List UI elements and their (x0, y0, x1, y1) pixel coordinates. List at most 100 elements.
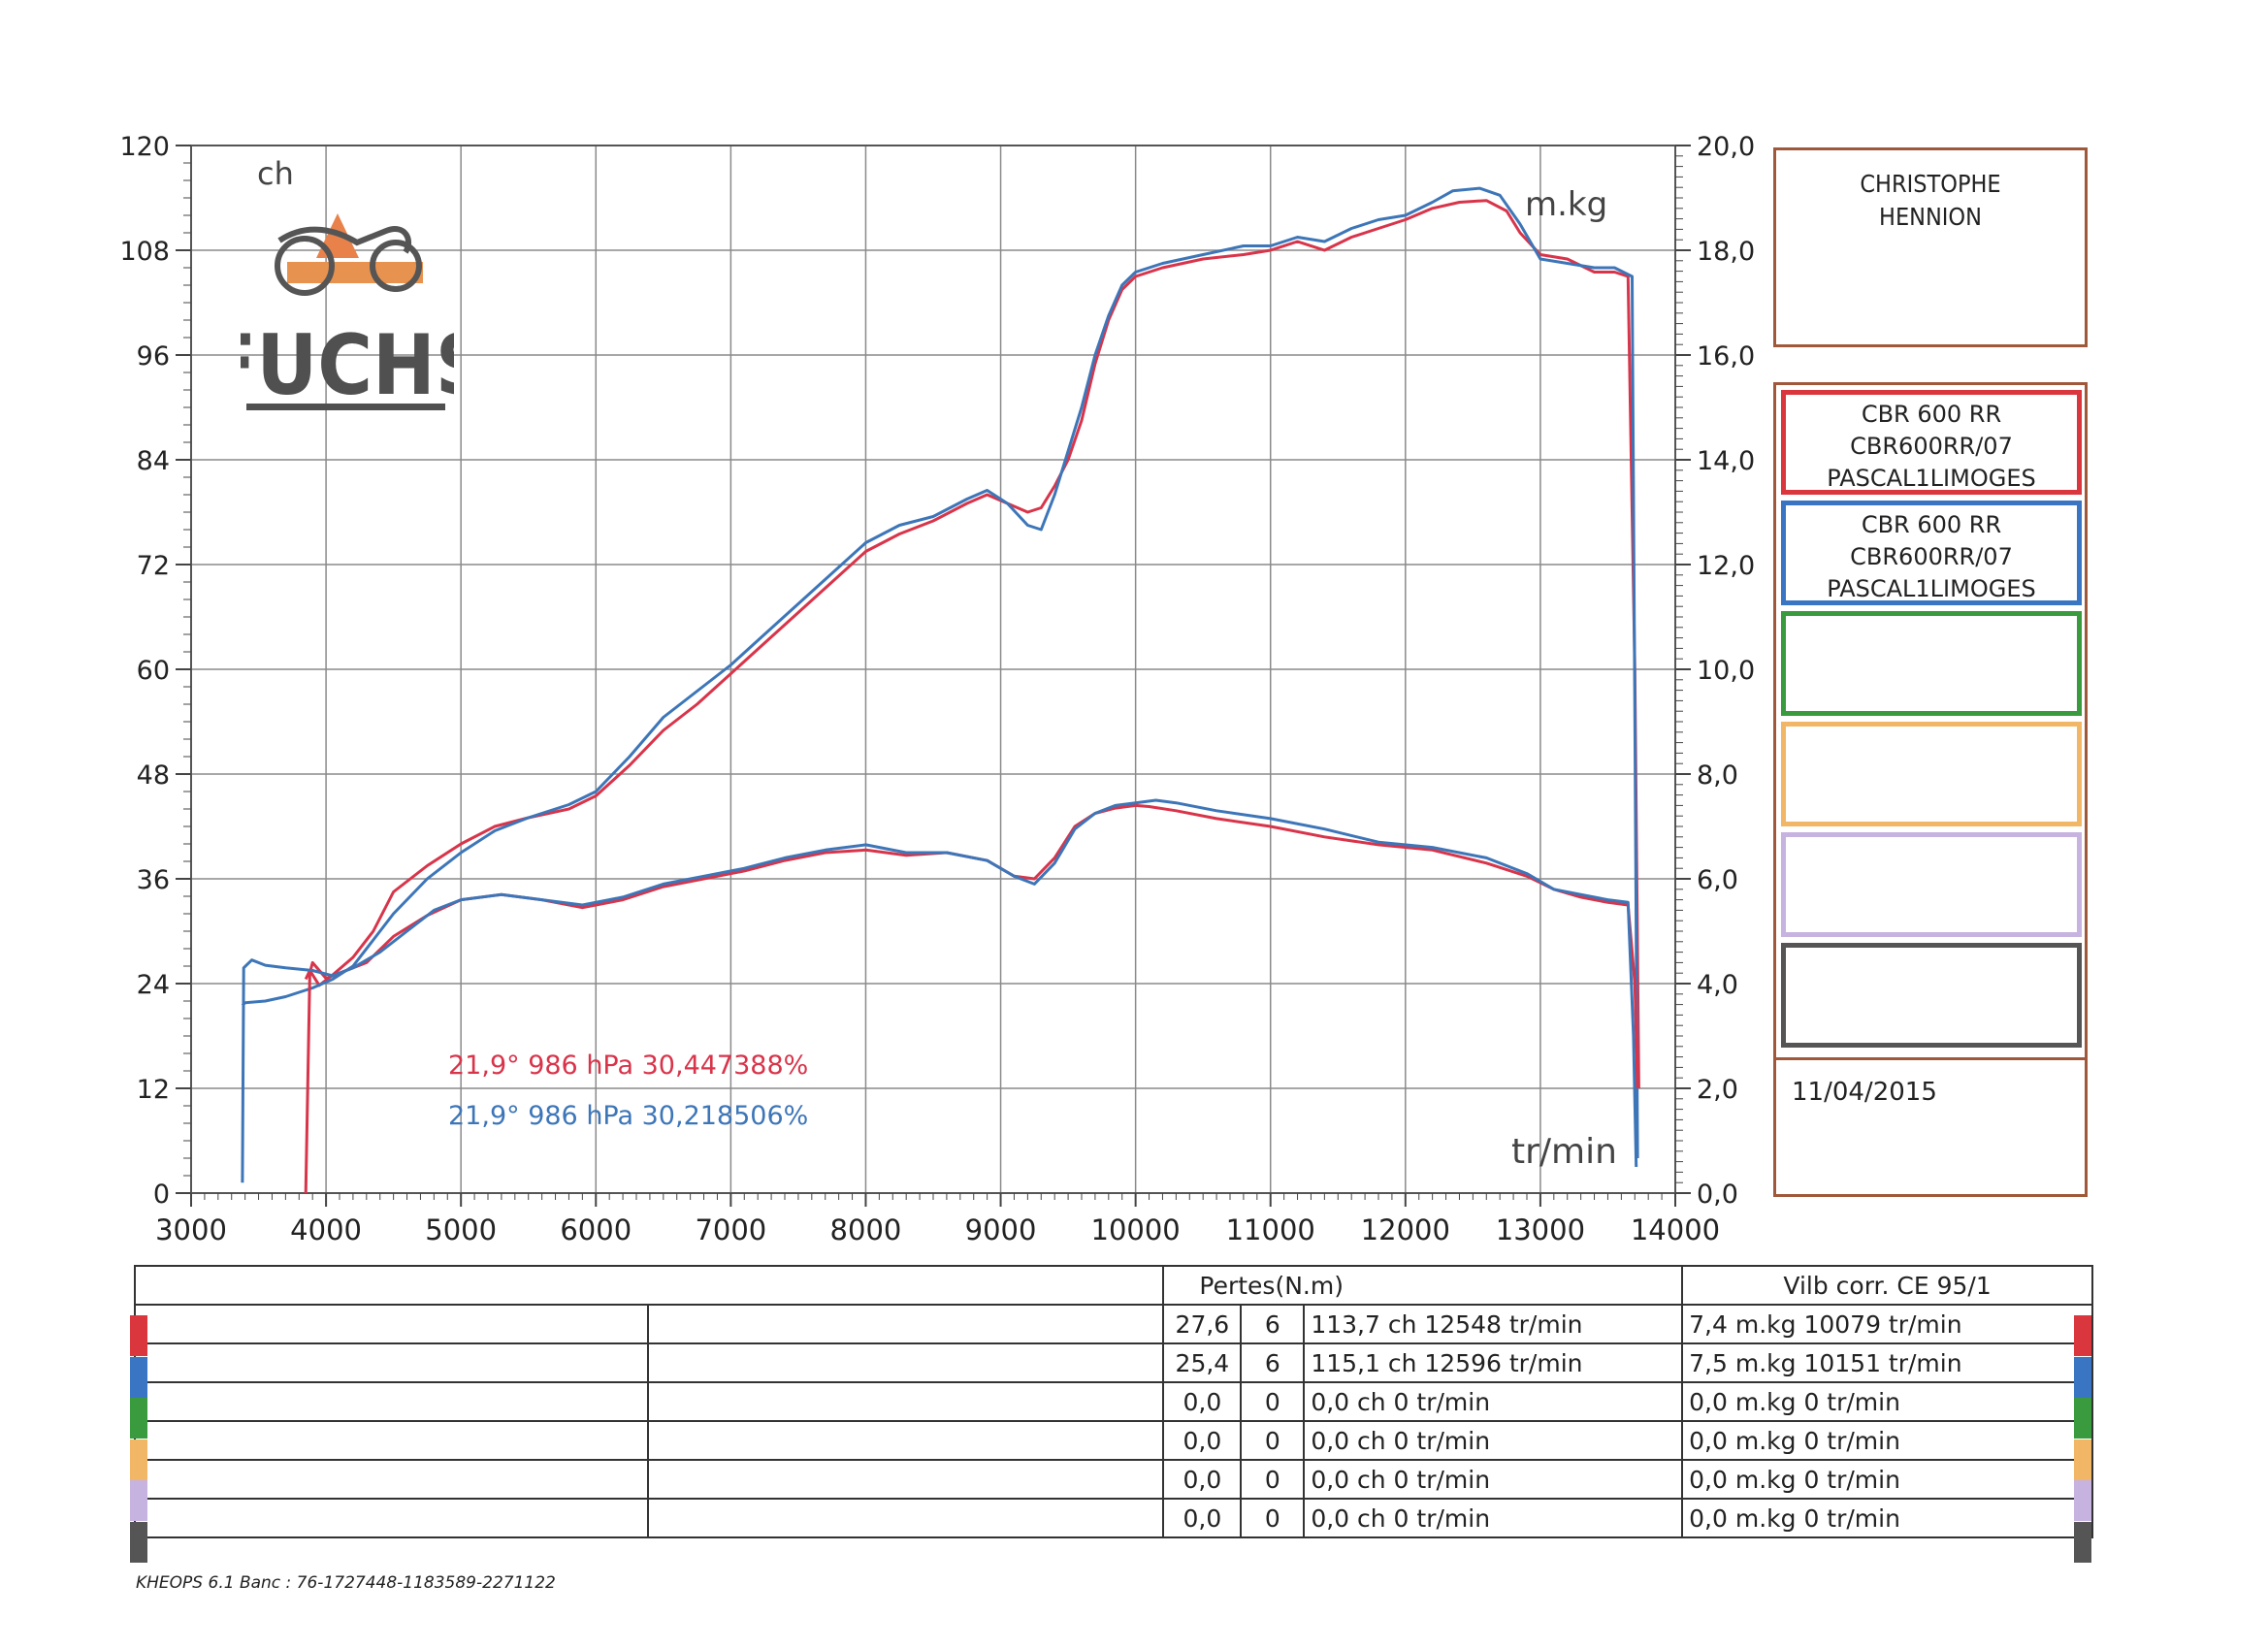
blank-cell (133, 1420, 650, 1461)
x-tick-label: 8000 (830, 1213, 902, 1246)
date-box: 11/04/2015 (1773, 1057, 2088, 1197)
right-tick-label: 10,0 (1697, 656, 1755, 686)
count-cell: 0 (1240, 1498, 1306, 1538)
torque-cell: 0,0 m.kg 0 tr/min (1681, 1381, 2093, 1422)
table-row: 25,4 6 115,1 ch 12596 tr/min 7,5 m.kg 10151… (133, 1342, 2093, 1383)
right-axis: 0,0 2,0 4,0 6,0 8,0 10,0 12,0 14,0 16,0 18,0 20,0 (1675, 132, 1755, 1210)
blank-cell (647, 1498, 1165, 1538)
row-color-swatch (130, 1398, 147, 1439)
power-cell: 0,0 ch 0 tr/min (1303, 1459, 1684, 1500)
left-axis-label: ch (257, 155, 294, 192)
blank-cell (647, 1342, 1165, 1383)
right-tick-label: 2,0 (1697, 1075, 1738, 1105)
owner-last-name: HENNION (1879, 203, 1982, 231)
left-tick-label: 60 (137, 656, 170, 686)
legend-item (1781, 611, 2082, 716)
legend-item (1781, 832, 2082, 937)
power-cell: 0,0 ch 0 tr/min (1303, 1381, 1684, 1422)
torque-curve (241, 798, 1638, 1183)
row-color-swatch (130, 1521, 147, 1563)
right-tick-label: 16,0 (1697, 341, 1755, 372)
power-cell: 0,0 ch 0 tr/min (1303, 1420, 1684, 1461)
left-tick-label: 96 (137, 341, 170, 372)
right-axis-label: m.kg (1525, 185, 1607, 224)
loss-cell: 27,6 (1162, 1304, 1243, 1344)
row-color-swatch (2074, 1356, 2091, 1398)
blank-cell (647, 1381, 1165, 1422)
left-tick-label: 48 (137, 760, 170, 791)
right-tick-label: 18,0 (1697, 237, 1755, 267)
table-row: 0,0 0 0,0 ch 0 tr/min 0,0 m.kg 0 tr/min (133, 1498, 2093, 1538)
row-color-swatch (130, 1315, 147, 1356)
left-tick-label: 0 (153, 1180, 170, 1210)
loss-cell: 0,0 (1162, 1420, 1243, 1461)
left-tick-label: 24 (137, 970, 170, 1000)
row-color-swatch (130, 1356, 147, 1398)
x-axis-label: tr/min (1511, 1132, 1617, 1172)
legend-item: CBR 600 RR CBR600RR/07 PASCAL1LIMOGES (1781, 501, 2082, 605)
right-tick-label: 0,0 (1697, 1180, 1738, 1210)
row-color-swatch (2074, 1521, 2091, 1563)
brand-name: FUCHS (241, 317, 454, 414)
torque-curve (304, 803, 1639, 1194)
x-tick-label: 13000 (1496, 1213, 1585, 1246)
legend-text: CBR 600 RR (1861, 511, 2002, 538)
legend-text: CBR600RR/07 (1850, 543, 2013, 570)
fuchs-logo: FUCHS (206, 202, 489, 425)
left-tick-label: 84 (137, 446, 170, 476)
software-footer: KHEOPS 6.1 Banc : 76-1727448-1183589-227… (136, 1573, 556, 1593)
left-tick-label: 12 (137, 1075, 170, 1105)
torque-cell: 7,4 m.kg 10079 tr/min (1681, 1304, 2093, 1344)
loss-cell: 0,0 (1162, 1381, 1243, 1422)
blank-cell (647, 1459, 1165, 1500)
x-tick-label: 7000 (695, 1213, 766, 1246)
blank-cell (647, 1304, 1165, 1344)
legend-item (1781, 943, 2082, 1048)
blue-run-conditions: 21,9° 986 hPa 30,218506% (448, 1101, 808, 1131)
row-color-swatch (130, 1480, 147, 1521)
torque-cell: 0,0 m.kg 0 tr/min (1681, 1420, 2093, 1461)
legend-text: PASCAL1LIMOGES (1827, 465, 2036, 492)
blank-cell (133, 1304, 650, 1344)
table-row: 0,0 0 0,0 ch 0 tr/min 0,0 m.kg 0 tr/min (133, 1420, 2093, 1461)
loss-cell: 0,0 (1162, 1459, 1243, 1500)
results-table-wrap: Pertes(N.m) Vilb corr. CE 95/1 27,6 6 113,… (133, 1265, 2093, 1538)
legend-text: CBR600RR/07 (1850, 433, 2013, 460)
right-tick-label: 14,0 (1697, 446, 1755, 476)
x-axis: 3000 4000 5000 6000 7000 8000 9000 10000 11000 12… (155, 1193, 1720, 1246)
x-tick-label: 6000 (560, 1213, 632, 1246)
owner-first-name: CHRISTOPHE (1860, 170, 2001, 198)
losses-header: Pertes(N.m) (1162, 1265, 1684, 1306)
blank-cell (133, 1342, 650, 1383)
chart-grid (191, 146, 1675, 1193)
power-curve (241, 186, 1639, 1159)
blank-cell (133, 1381, 650, 1422)
legend-frame (1773, 382, 2088, 1061)
results-table: Pertes(N.m) Vilb corr. CE 95/1 27,6 6 113,… (133, 1265, 2093, 1538)
header-blank (133, 1265, 1165, 1306)
legend-text: CBR 600 RR (1861, 401, 2002, 428)
torque-cell: 0,0 m.kg 0 tr/min (1681, 1498, 2093, 1538)
torque-cell: 7,5 m.kg 10151 tr/min (1681, 1342, 2093, 1383)
row-color-swatch (130, 1439, 147, 1480)
table-row: 27,6 6 113,7 ch 12548 tr/min 7,4 m.kg 10079… (133, 1304, 2093, 1344)
dyno-chart: 0 12 24 36 48 60 72 84 96 108 120 0,0 2,0 4,0 6,0 8,0 1… (119, 132, 1755, 1246)
row-color-swatch (2074, 1439, 2091, 1480)
left-tick-label: 120 (119, 132, 170, 162)
torque-cell: 0,0 m.kg 0 tr/min (1681, 1459, 2093, 1500)
x-tick-label: 14000 (1631, 1213, 1720, 1246)
right-tick-label: 6,0 (1697, 865, 1738, 895)
power-cell: 113,7 ch 12548 tr/min (1303, 1304, 1684, 1344)
owner-box: CHRISTOPHE HENNION (1773, 147, 2088, 347)
legend-item (1781, 722, 2082, 826)
row-color-swatch (2074, 1480, 2091, 1521)
count-cell: 6 (1240, 1342, 1306, 1383)
left-tick-label: 72 (137, 551, 170, 581)
test-date: 11/04/2015 (1792, 1078, 1937, 1107)
blank-cell (133, 1498, 650, 1538)
table-row: 0,0 0 0,0 ch 0 tr/min 0,0 m.kg 0 tr/min (133, 1459, 2093, 1500)
x-tick-label: 12000 (1361, 1213, 1450, 1246)
count-cell: 0 (1240, 1420, 1306, 1461)
series-layer (241, 186, 1640, 1194)
count-cell: 6 (1240, 1304, 1306, 1344)
